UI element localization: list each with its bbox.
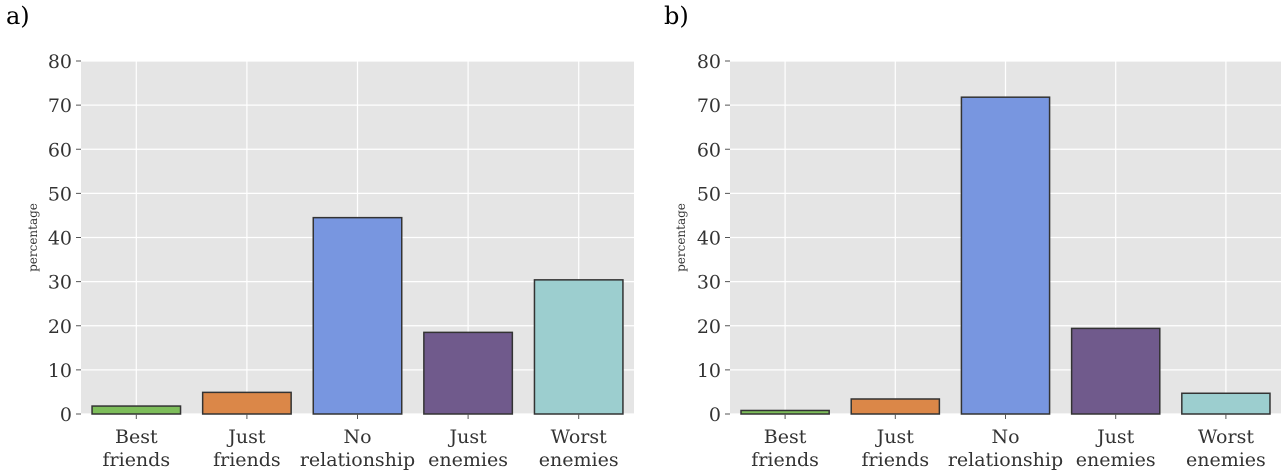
y-tick-label: 10 <box>48 360 72 382</box>
bar <box>533 279 624 415</box>
bar <box>850 398 941 415</box>
x-tick-label: Just friends <box>862 426 930 471</box>
y-tick-label: 10 <box>697 360 721 382</box>
y-tick-label: 80 <box>697 51 721 73</box>
panel-label: a) <box>6 2 30 30</box>
x-tick-label: Just enemies <box>428 426 508 471</box>
bar <box>740 409 830 415</box>
y-tick-label: 20 <box>697 316 721 338</box>
chart-panel-b: b) 0 10 20 30 40 50 60 70 80 Best friends Just frien… <box>642 0 1283 472</box>
x-tick-label: Best friends <box>751 426 819 471</box>
y-tick-label: 20 <box>48 316 72 338</box>
y-tick-label: 0 <box>60 404 72 426</box>
x-tick-label: Worst enemies <box>539 426 619 471</box>
y-axis-label: percentage <box>674 203 688 272</box>
bar <box>423 331 514 415</box>
y-tick-label: 30 <box>48 272 72 294</box>
y-tick-label: 60 <box>697 139 721 161</box>
y-tick-label: 50 <box>48 183 72 205</box>
x-tick-label: Just enemies <box>1076 426 1156 471</box>
chart-svg: 0 10 20 30 40 50 60 70 80 Best friends Just friends N… <box>26 51 634 471</box>
bar <box>312 216 403 415</box>
panel-label: b) <box>664 2 689 30</box>
y-tick-label: 70 <box>697 95 721 117</box>
bar <box>201 391 292 415</box>
y-tick-label: 60 <box>48 139 72 161</box>
bar <box>91 405 182 415</box>
y-tick-label: 40 <box>48 228 72 250</box>
y-tick-label: 50 <box>697 183 721 205</box>
chart-svg: 0 10 20 30 40 50 60 70 80 Best friends Just friends N… <box>674 51 1281 471</box>
chart-panel-a: a) 0 10 20 30 40 50 60 70 80 Best friends Just frien… <box>0 0 641 472</box>
x-tick-label: No relationship <box>300 426 415 471</box>
bar <box>1070 327 1161 415</box>
y-tick-label: 80 <box>48 51 72 73</box>
bar <box>960 96 1051 415</box>
x-tick-label: No relationship <box>948 426 1063 471</box>
x-tick-label: Best friends <box>103 426 171 471</box>
bar <box>1181 392 1271 415</box>
y-tick-label: 30 <box>697 272 721 294</box>
y-tick-label: 0 <box>709 404 721 426</box>
x-tick-label: Just friends <box>213 426 281 471</box>
y-tick-label: 40 <box>697 228 721 250</box>
y-tick-label: 70 <box>48 95 72 117</box>
x-tick-label: Worst enemies <box>1186 426 1266 471</box>
y-axis-label: percentage <box>26 203 40 272</box>
